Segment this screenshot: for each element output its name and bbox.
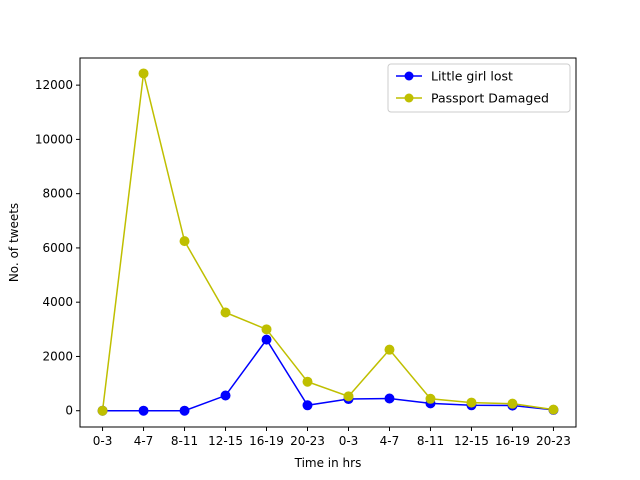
x-tick-label: 4-7 <box>380 434 400 448</box>
data-point <box>97 405 108 416</box>
data-point <box>179 236 190 247</box>
data-point <box>261 324 272 335</box>
data-point <box>548 404 559 415</box>
x-tick-label: 4-7 <box>134 434 154 448</box>
legend-label: Passport Damaged <box>431 91 549 106</box>
x-axis: 0-3 4-7 8-11 12-15 16-19 20-23 0-3 4-7 8-11 12-15… <box>93 427 571 448</box>
axes-frame <box>79 57 577 428</box>
y-tick-label: 10000 <box>35 132 73 146</box>
y-axis: 0 2000 4000 6000 8000 10000 12000 <box>35 78 80 418</box>
plot-markers <box>97 68 559 416</box>
data-point <box>220 307 231 318</box>
data-point <box>507 398 518 409</box>
data-point <box>466 397 477 408</box>
legend-marker <box>404 71 414 81</box>
data-point <box>138 405 149 416</box>
data-point <box>384 393 395 404</box>
plot-lines <box>101 73 554 412</box>
y-tick-label: 4000 <box>42 295 73 309</box>
data-point <box>384 344 395 355</box>
y-tick-label: 2000 <box>42 349 73 363</box>
x-axis-label: Time in hrs <box>294 456 362 470</box>
x-tick-label: 12-15 <box>208 434 243 448</box>
data-point <box>343 391 354 402</box>
data-point <box>261 334 272 345</box>
data-point <box>138 68 149 79</box>
x-tick-label: 0-3 <box>93 434 113 448</box>
x-tick-label: 0-3 <box>339 434 359 448</box>
x-tick-label: 16-19 <box>495 434 530 448</box>
data-point <box>220 390 231 401</box>
y-axis-label: No. of tweets <box>7 203 21 282</box>
legend-label: Little girl lost <box>431 69 513 84</box>
series-line-2 <box>101 73 554 411</box>
data-point <box>179 405 190 416</box>
data-point <box>425 393 436 404</box>
data-point <box>302 400 313 411</box>
x-tick-label: 16-19 <box>249 434 284 448</box>
x-tick-label: 20-23 <box>536 434 571 448</box>
y-tick-label: 12000 <box>35 78 73 92</box>
y-tick-label: 0 <box>65 404 73 418</box>
x-tick-label: 8-11 <box>171 434 198 448</box>
y-tick-label: 6000 <box>42 241 73 255</box>
y-tick-label: 8000 <box>42 187 73 201</box>
x-tick-label: 8-11 <box>417 434 444 448</box>
x-tick-label: 20-23 <box>290 434 325 448</box>
legend-marker <box>404 93 414 103</box>
x-tick-label: 12-15 <box>454 434 489 448</box>
legend-box <box>387 63 571 113</box>
series-line-1 <box>102 338 554 412</box>
data-point <box>302 376 313 387</box>
legend: Little girl lost Passport Damaged <box>387 63 571 113</box>
